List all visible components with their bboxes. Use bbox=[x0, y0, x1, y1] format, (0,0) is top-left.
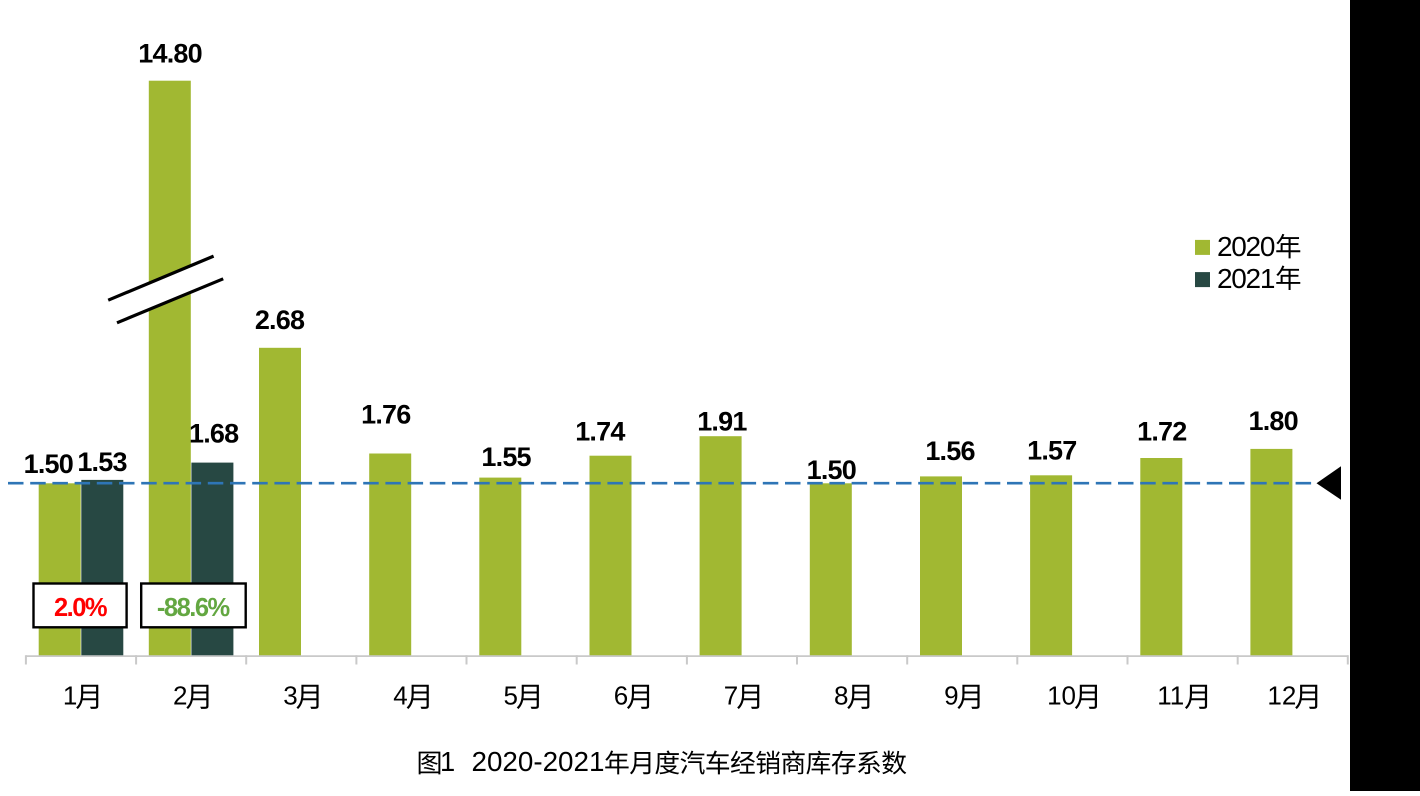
svg-text:5: 5 bbox=[504, 680, 518, 710]
svg-text:1.50: 1.50 bbox=[24, 449, 73, 479]
svg-text:7: 7 bbox=[724, 680, 738, 710]
svg-text:1.68: 1.68 bbox=[189, 418, 239, 448]
svg-text:1.55: 1.55 bbox=[481, 442, 531, 472]
svg-text:2: 2 bbox=[173, 680, 187, 710]
svg-text:2021: 2021 bbox=[1217, 263, 1275, 294]
svg-text:1.53: 1.53 bbox=[77, 447, 127, 477]
svg-text:-88.6%: -88.6% bbox=[157, 594, 230, 622]
svg-text:8: 8 bbox=[834, 680, 848, 710]
svg-text:2020-2021: 2020-2021 bbox=[472, 746, 605, 777]
svg-text:6: 6 bbox=[614, 680, 628, 710]
svg-text:1.72: 1.72 bbox=[1137, 417, 1186, 447]
svg-text:1.76: 1.76 bbox=[361, 399, 411, 429]
svg-text:1: 1 bbox=[440, 746, 455, 777]
svg-text:12: 12 bbox=[1267, 680, 1296, 710]
svg-text:1: 1 bbox=[63, 680, 77, 710]
svg-text:1.91: 1.91 bbox=[697, 407, 747, 437]
svg-text:2020: 2020 bbox=[1217, 231, 1275, 262]
svg-text:2.0%: 2.0% bbox=[54, 594, 107, 622]
svg-text:11: 11 bbox=[1157, 680, 1184, 710]
svg-text:1.56: 1.56 bbox=[925, 436, 975, 466]
svg-text:1.50: 1.50 bbox=[807, 455, 856, 485]
svg-text:14.80: 14.80 bbox=[138, 38, 202, 68]
svg-text:9: 9 bbox=[944, 680, 958, 710]
svg-text:10: 10 bbox=[1047, 680, 1076, 710]
svg-text:1.80: 1.80 bbox=[1249, 406, 1298, 436]
svg-text:2.68: 2.68 bbox=[255, 305, 305, 335]
svg-text:4: 4 bbox=[393, 680, 407, 710]
svg-text:1.57: 1.57 bbox=[1027, 436, 1076, 466]
svg-text:1.74: 1.74 bbox=[575, 416, 625, 446]
svg-text:3: 3 bbox=[283, 680, 297, 710]
